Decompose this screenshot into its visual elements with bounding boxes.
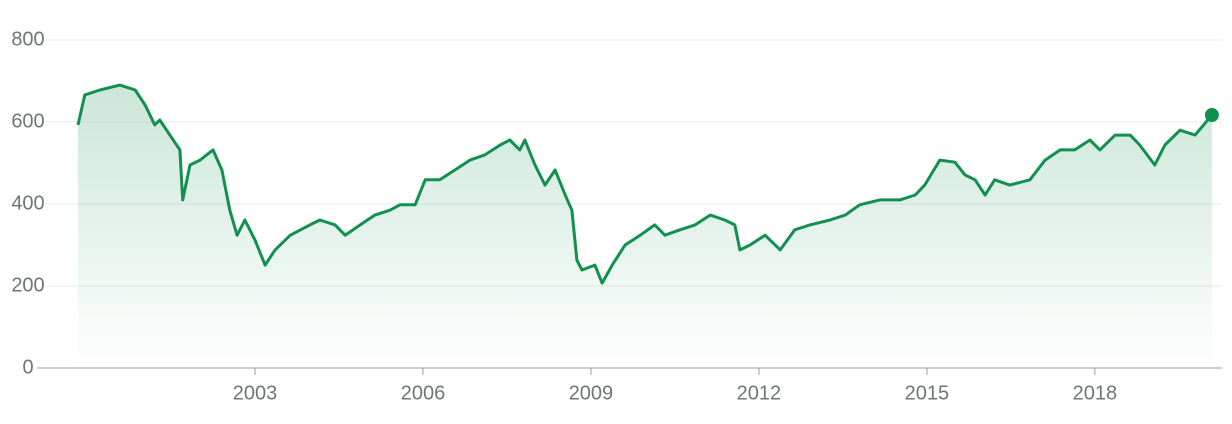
y-tick-label: 200 — [11, 274, 44, 296]
x-tick-label: 2015 — [905, 382, 950, 404]
area — [78, 85, 1212, 368]
price-line — [76, 83, 1214, 285]
x-tick-label: 2012 — [737, 382, 782, 404]
end-dot — [1204, 108, 1219, 123]
x-tick-label: 2018 — [1073, 382, 1118, 404]
x-tick-label: 2003 — [233, 382, 278, 404]
x-tick-label: 2006 — [401, 382, 446, 404]
y-tick-label: 600 — [11, 110, 44, 132]
y-tick-label: 400 — [11, 192, 44, 214]
x-tick-label: 2009 — [569, 382, 614, 404]
y-tick-label: 0 — [22, 356, 33, 378]
y-tick-label: 800 — [11, 28, 44, 50]
